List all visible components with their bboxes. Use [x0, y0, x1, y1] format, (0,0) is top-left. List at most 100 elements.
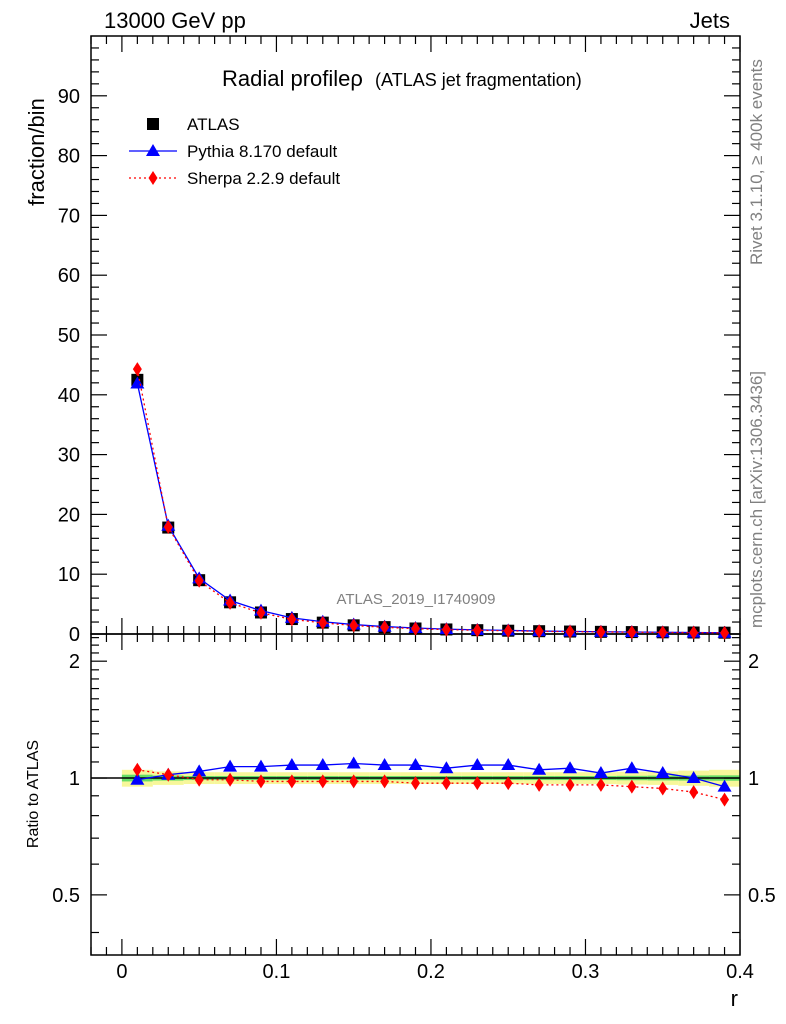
sherpa-2-2-9-default-ratio-line [137, 769, 725, 801]
sherpa-2-2-9-default-point [163, 519, 173, 534]
x-tick-label: 0.1 [263, 961, 291, 983]
sherpa-2-2-9-default-ratio-point [720, 792, 730, 807]
pythia-8-170-default-ratio-point [593, 766, 608, 779]
pythia-8-170-default-ratio-point [624, 761, 639, 774]
sherpa-2-2-9-default-point [720, 625, 730, 640]
sherpa-2-2-9-default-ratio-point [503, 776, 513, 791]
sherpa-2-2-9-default-ratio-point [689, 785, 699, 800]
y-tick-label: 50 [58, 325, 80, 347]
ratio-y-axis-label: Ratio to ATLAS [25, 740, 42, 848]
legend-label-sherpa-2-2-9-default: Sherpa 2.2.9 default [187, 169, 340, 188]
pythia-8-170-default-ratio-point [532, 762, 547, 775]
pythia-8-170-default-ratio-point [655, 766, 670, 779]
sherpa-2-2-9-default-line [136, 368, 725, 634]
sherpa-2-2-9-default-point [472, 623, 482, 638]
pythia-8-170-default-ratio-point [439, 761, 454, 774]
sherpa-2-2-9-default-point [596, 624, 606, 639]
x-tick-label: 0.4 [726, 961, 754, 983]
ratio-tick-label: 1 [69, 768, 80, 790]
sherpa-2-2-9-default-point [503, 623, 513, 638]
x-axis-label: r [731, 986, 738, 1011]
sherpa-2-2-9-default-ratio-point [132, 762, 142, 777]
sherpa-2-2-9-default-ratio-point [287, 774, 297, 789]
sherpa-2-2-9-default-point [411, 621, 420, 636]
pythia-8-170-default-ratio-point [223, 759, 238, 772]
x-tick-label: 0 [116, 961, 127, 983]
sherpa-2-2-9-default-ratio-point [472, 776, 482, 791]
sherpa-2-2-9-default-ratio-point [380, 774, 390, 789]
sherpa-2-2-9-default-ratio-point [596, 777, 606, 792]
sherpa-2-2-9-default-ratio-point [256, 774, 266, 789]
pythia-8-170-default-ratio-point [408, 758, 423, 771]
ratio-tick-label: 2 [69, 651, 80, 673]
legend: ATLAS Pythia 8.170 default Sherpa 2.2.9 de… [129, 115, 340, 188]
sherpa-2-2-9-default-point [689, 625, 699, 640]
legend-label-atlas: ATLAS [187, 115, 240, 134]
pythia-8-170-default-ratio-point [315, 758, 330, 771]
pythia-8-170-default-ratio-point [686, 771, 701, 784]
sherpa-2-2-9-default-point [318, 615, 328, 630]
sherpa-2-2-9-default-point [194, 573, 204, 588]
header-left: 13000 GeV pp [104, 8, 246, 33]
sherpa-2-2-9-default-point [256, 605, 266, 620]
sherpa-2-2-9-default-point [349, 618, 359, 633]
sherpa-2-2-9-default-ratio-point [318, 774, 328, 789]
ratio-series [130, 756, 732, 807]
y-tick-label: 0 [69, 624, 80, 646]
pythia-8-170-default-ratio-point [284, 758, 299, 771]
sherpa-2-2-9-default-point [287, 612, 297, 627]
sherpa-2-2-9-default-point [627, 625, 637, 640]
side-rivet: Rivet 3.1.10, ≥ 400k events [747, 59, 766, 265]
ratio-tick-label-right: 1 [748, 768, 759, 790]
pythia-8-170-default-ratio-point [253, 759, 268, 772]
sherpa-2-2-9-default-ratio-point [534, 777, 544, 792]
sherpa-2-2-9-default-ratio-point [194, 772, 204, 787]
sherpa-2-2-9-default-ratio-point [225, 772, 235, 787]
y-tick-label: 90 [58, 86, 80, 108]
y-tick-label: 60 [58, 265, 80, 287]
sherpa-2-2-9-default-point [380, 620, 390, 635]
pythia-8-170-default-ratio-point [130, 772, 145, 785]
ratio-tick-label: 0.5 [52, 885, 80, 907]
y-tick-label: 10 [58, 564, 80, 586]
pythia-8-170-default-ratio-point [192, 764, 207, 777]
pythia-8-170-default-ratio-point [377, 758, 392, 771]
ratio-tick-label-right: 0.5 [748, 885, 776, 907]
x-tick-label: 0.3 [572, 961, 600, 983]
y-axis-label: fraction/bin [24, 98, 49, 206]
pythia-8-170-default-ratio-line [137, 762, 725, 788]
y-tick-label: 80 [58, 146, 80, 168]
pythia-8-170-default-ratio-point [717, 779, 732, 792]
sherpa-2-2-9-default-point [441, 622, 451, 637]
x-tick-label: 0.2 [417, 961, 445, 983]
y-tick-label: 70 [58, 205, 80, 227]
legend-label-pythia-8-170-default: Pythia 8.170 default [187, 142, 338, 161]
sherpa-2-2-9-default-ratio-point [441, 776, 451, 791]
sherpa-2-2-9-default-ratio-point [658, 781, 668, 796]
sherpa-2-2-9-default-ratio-point [565, 777, 575, 792]
sherpa-2-2-9-default-point [225, 595, 235, 610]
sherpa-2-2-9-default-ratio-point [349, 774, 359, 789]
y-tick-label: 40 [58, 385, 80, 407]
sherpa-2-2-9-default-point [658, 625, 668, 640]
main-series [130, 362, 732, 640]
title-sub: (ATLAS jet fragmentation) [375, 70, 582, 90]
legend-marker-sherpa-2-2-9-default [148, 171, 158, 185]
legend-marker-atlas [147, 118, 159, 130]
ratio-tick-label-right: 2 [748, 651, 759, 673]
pythia-8-170-default-ratio-point [501, 758, 516, 771]
header-right: Jets [690, 8, 730, 33]
sherpa-2-2-9-default-ratio-point [627, 779, 637, 794]
y-tick-label: 30 [58, 445, 80, 467]
side-mcplots: mcplots.cern.ch [arXiv:1306.3436] [747, 371, 766, 628]
sherpa-2-2-9-default-point [534, 624, 544, 639]
chart-title: Radial profileρ (ATLAS jet fragmentation… [222, 66, 582, 91]
legend-marker-pythia-8-170-default [146, 144, 160, 156]
analysis-watermark: ATLAS_2019_I1740909 [336, 591, 495, 608]
sherpa-2-2-9-default-ratio-point [163, 767, 173, 782]
sherpa-2-2-9-default-ratio-point [411, 776, 420, 791]
sherpa-2-2-9-default-point [132, 362, 142, 377]
y-tick-label: 20 [58, 504, 80, 526]
pythia-8-170-default-ratio-point [563, 761, 578, 774]
